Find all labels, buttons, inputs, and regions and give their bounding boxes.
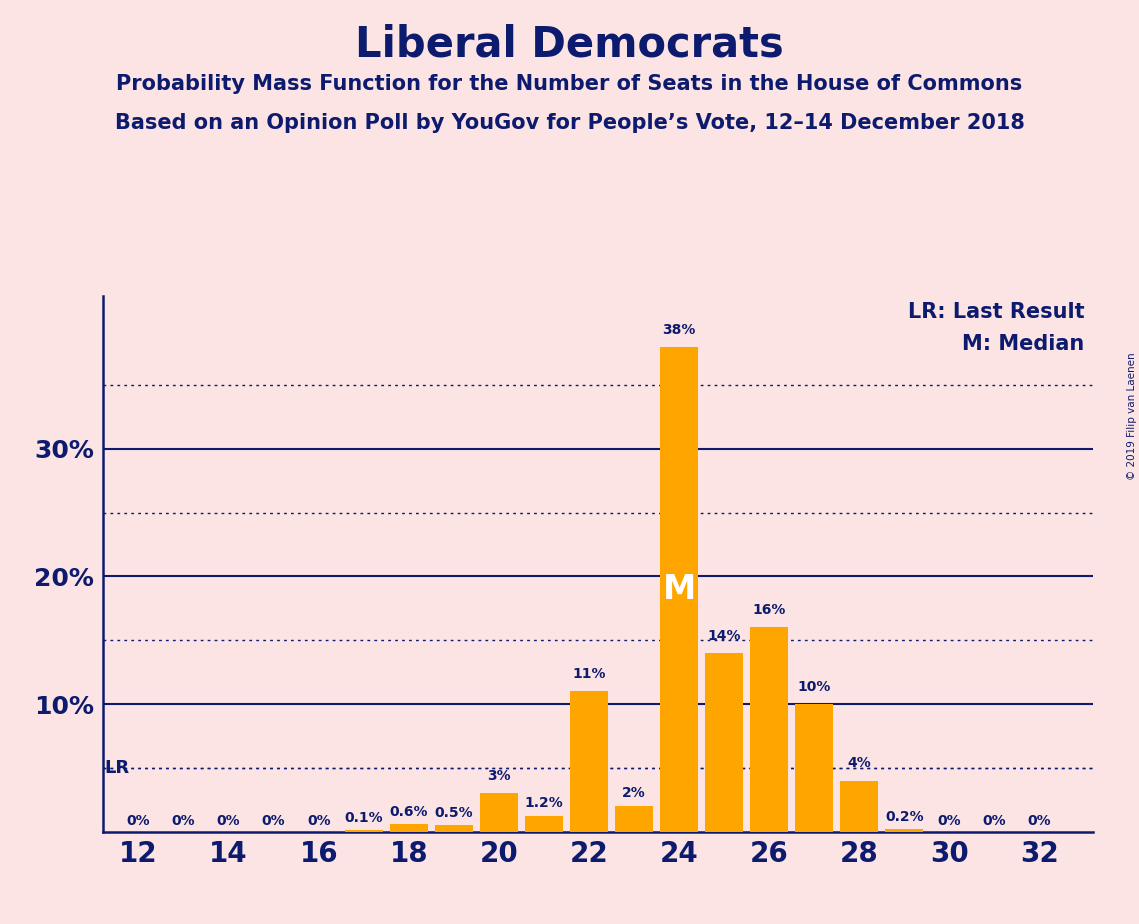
Text: 16%: 16%: [753, 603, 786, 617]
Text: LR: LR: [105, 759, 130, 777]
Text: LR: Last Result: LR: Last Result: [908, 302, 1084, 322]
Bar: [841, 781, 878, 832]
Text: 0.6%: 0.6%: [390, 805, 428, 819]
Bar: [345, 831, 383, 832]
Bar: [480, 794, 518, 832]
Text: 1.2%: 1.2%: [525, 796, 564, 810]
Bar: [885, 829, 924, 832]
Text: Based on an Opinion Poll by YouGov for People’s Vote, 12–14 December 2018: Based on an Opinion Poll by YouGov for P…: [115, 113, 1024, 133]
Text: Liberal Democrats: Liberal Democrats: [355, 23, 784, 65]
Bar: [749, 627, 788, 832]
Text: 0%: 0%: [126, 814, 150, 828]
Bar: [795, 704, 834, 832]
Text: 10%: 10%: [797, 680, 830, 694]
Bar: [659, 346, 698, 832]
Bar: [525, 816, 563, 832]
Text: 0%: 0%: [172, 814, 196, 828]
Text: 3%: 3%: [487, 769, 510, 784]
Text: M: Median: M: Median: [962, 334, 1084, 354]
Text: 4%: 4%: [847, 757, 871, 771]
Text: 0%: 0%: [262, 814, 286, 828]
Text: 38%: 38%: [663, 322, 696, 336]
Text: 0%: 0%: [983, 814, 1006, 828]
Text: M: M: [663, 573, 696, 605]
Bar: [570, 691, 608, 832]
Text: Probability Mass Function for the Number of Seats in the House of Commons: Probability Mass Function for the Number…: [116, 74, 1023, 94]
Text: 0%: 0%: [216, 814, 240, 828]
Text: © 2019 Filip van Laenen: © 2019 Filip van Laenen: [1126, 352, 1137, 480]
Text: 0%: 0%: [937, 814, 961, 828]
Text: 0.5%: 0.5%: [434, 806, 473, 821]
Bar: [390, 824, 428, 832]
Bar: [705, 653, 744, 832]
Bar: [615, 806, 653, 832]
Text: 11%: 11%: [572, 667, 606, 681]
Text: 2%: 2%: [622, 785, 646, 799]
Text: 0.1%: 0.1%: [344, 811, 383, 825]
Text: 0.2%: 0.2%: [885, 810, 924, 824]
Text: 0%: 0%: [1027, 814, 1051, 828]
Text: 0%: 0%: [306, 814, 330, 828]
Text: 14%: 14%: [707, 628, 740, 643]
Bar: [435, 825, 473, 832]
